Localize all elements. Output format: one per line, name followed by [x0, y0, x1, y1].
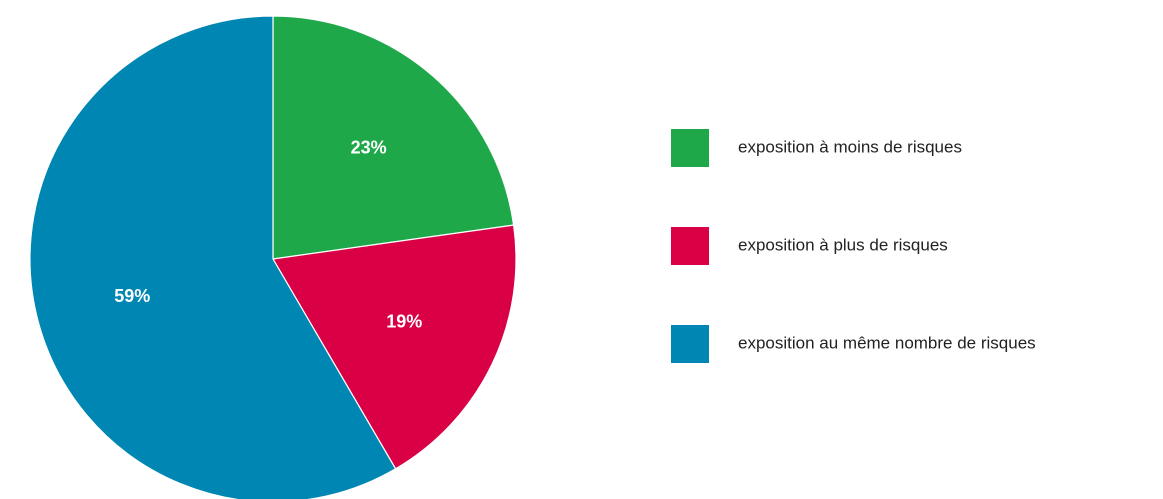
legend-label: exposition à moins de risques [738, 137, 962, 156]
value-label: 23% [351, 138, 387, 158]
value-label: 59% [114, 286, 150, 306]
pie-slice [29, 15, 397, 499]
legend-swatch [671, 227, 709, 265]
legend-swatch [671, 325, 709, 363]
value-label: 19% [386, 311, 422, 331]
pie-slice [272, 224, 517, 470]
legend-label: exposition au même nombre de risques [738, 333, 1036, 352]
pie-slice [272, 15, 515, 260]
legend-swatch [671, 129, 709, 167]
legend-label: exposition à plus de risques [738, 235, 948, 254]
